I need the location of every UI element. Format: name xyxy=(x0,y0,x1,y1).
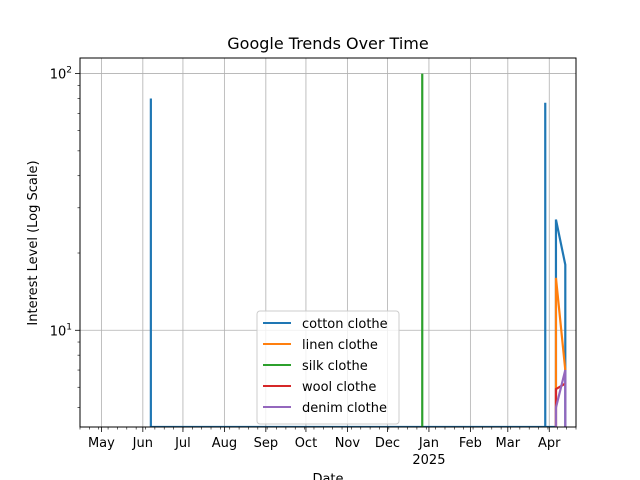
grid xyxy=(80,58,576,427)
x-tick-label: Nov xyxy=(335,436,361,451)
x-tick-label: Mar xyxy=(496,436,521,451)
legend-label-silk-clothe: silk clothe xyxy=(302,359,368,374)
y-tick-label: 102 xyxy=(50,66,72,83)
x-tick-label: Aug xyxy=(212,436,237,451)
legend-label-wool-clothe: wool clothe xyxy=(302,380,376,395)
y-axis-title: Interest Level (Log Scale) xyxy=(26,160,41,325)
x-tick-label: Dec xyxy=(375,436,400,451)
x-tick-label: Feb xyxy=(459,436,482,451)
legend-label-linen-clothe: linen clothe xyxy=(302,338,378,353)
x-tick-label: Sep xyxy=(254,436,279,451)
legend-label-cotton-clothe: cotton clothe xyxy=(302,317,388,332)
series-lines xyxy=(149,73,567,427)
ticks: May Jun Jul Aug Sep Oct Nov Dec Jan 2025 Feb Mar Apr… xyxy=(50,66,577,468)
chart-title: Google Trends Over Time xyxy=(227,34,428,53)
legend-label-denim-clothe: denim clothe xyxy=(302,401,387,416)
x-tick-label: Jun xyxy=(132,436,153,451)
x-tick-label: Apr xyxy=(538,436,561,451)
legend: cotton clothe linen clothe silk clothe wool… xyxy=(256,310,400,425)
x-axis-title: Date xyxy=(312,472,343,480)
series-line-linen-clothe xyxy=(554,277,567,427)
legend-box xyxy=(256,310,400,425)
x-tick-year-label: 2025 xyxy=(412,453,445,468)
series-line-cotton-clothe xyxy=(149,98,567,427)
x-tick-label: Oct xyxy=(295,436,317,451)
plot-frame xyxy=(79,57,577,428)
y-tick-label: 101 xyxy=(50,322,72,339)
x-tick-label: Jul xyxy=(174,436,191,451)
x-tick-label: May xyxy=(88,436,115,451)
x-tick-label: Jan xyxy=(418,436,439,451)
series-line-denim-clothe xyxy=(554,369,567,427)
